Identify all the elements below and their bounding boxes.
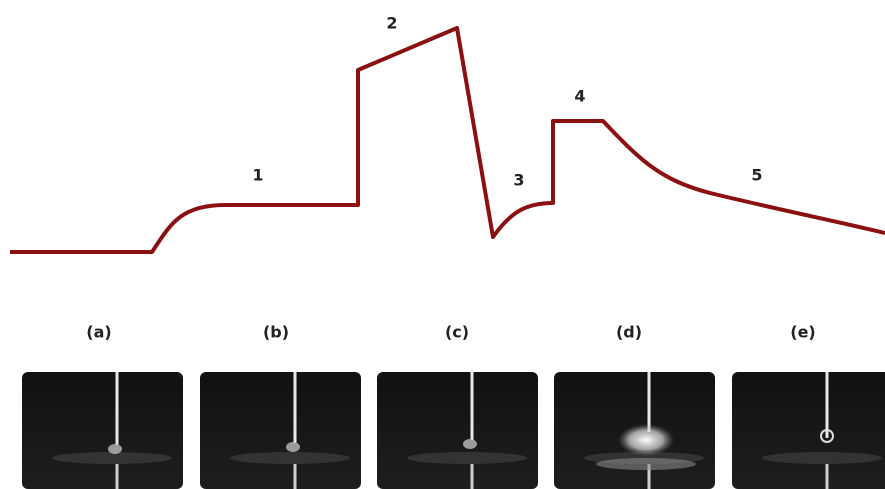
panel-label: (b): [263, 323, 289, 342]
arc-spot: [463, 439, 477, 449]
photo: [732, 372, 885, 489]
phase-label: 1: [252, 166, 263, 185]
panel-label: (e): [790, 323, 815, 342]
phase-label: 5: [751, 166, 762, 185]
photo: [554, 372, 715, 489]
photo-background: [200, 372, 361, 489]
phase-label: 4: [574, 87, 585, 106]
waveform: [10, 28, 885, 252]
page: {"phase_labels": ["1", "2", "3", "4", "5…: [0, 0, 885, 489]
arc-glow: [618, 424, 674, 456]
photo-background: [22, 372, 183, 489]
phase-label: 3: [513, 171, 524, 190]
panel-label: (d): [616, 323, 642, 342]
arc-spot: [286, 442, 300, 452]
photo: [377, 372, 538, 489]
photo-background: [377, 372, 538, 489]
panel-label: (c): [445, 323, 469, 342]
diagram: 1 2 3 4 5 (a) (b) (c) (d) (e): [0, 0, 885, 489]
pool-reflection: [52, 452, 172, 464]
pool-reflection: [230, 452, 350, 464]
pool-reflection: [762, 452, 882, 464]
photo: [200, 372, 361, 489]
floor-glow: [596, 458, 696, 470]
photo: [22, 372, 183, 489]
panel-label: (a): [86, 323, 111, 342]
arc-spot: [108, 444, 122, 454]
photo-background: [732, 372, 885, 489]
photo-panels: [22, 372, 885, 489]
pool-reflection: [407, 452, 527, 464]
phase-label: 2: [386, 14, 397, 33]
